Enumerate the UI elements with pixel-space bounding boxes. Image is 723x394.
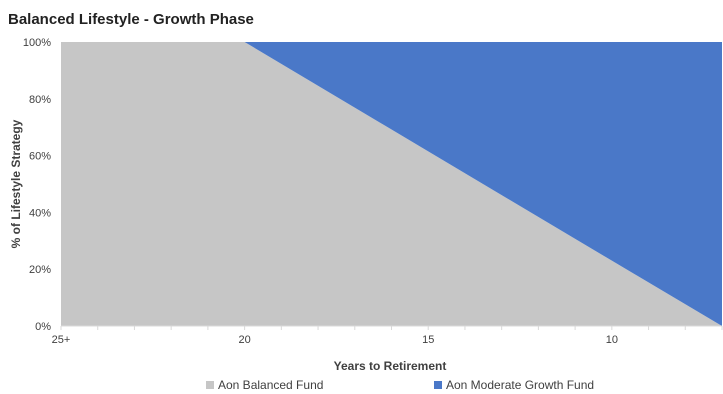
legend-label: Aon Moderate Growth Fund [446,378,594,392]
legend-swatch [434,381,442,389]
legend-swatch [206,381,214,389]
x-tick-label: 20 [238,334,250,346]
x-tick-label: 10 [606,334,618,346]
y-tick-label: 20% [29,264,51,276]
y-tick-label: 80% [29,94,51,106]
y-tick-label: 60% [29,151,51,163]
chart-title: Balanced Lifestyle - Growth Phase [8,11,254,28]
y-tick-label: 0% [35,321,51,333]
x-axis-title: Years to Retirement [334,359,447,373]
x-tick-label: 25+ [52,334,71,346]
series-area-0 [61,42,722,326]
y-tick-label: 40% [29,207,51,219]
y-axis-title: % of Lifestyle Strategy [9,119,23,248]
x-axis: 25+ 20 15 10 [52,326,723,346]
series-area-1 [61,42,722,326]
y-tick-label: 100% [23,37,51,49]
legend-label: Aon Balanced Fund [218,378,323,392]
legend: Aon Balanced Fund Aon Moderate Growth Fun… [206,378,594,392]
plot-area [61,42,722,327]
x-tick-label: 15 [422,334,434,346]
y-axis: 0% 20% 40% 60% 80% 100% [23,37,51,333]
